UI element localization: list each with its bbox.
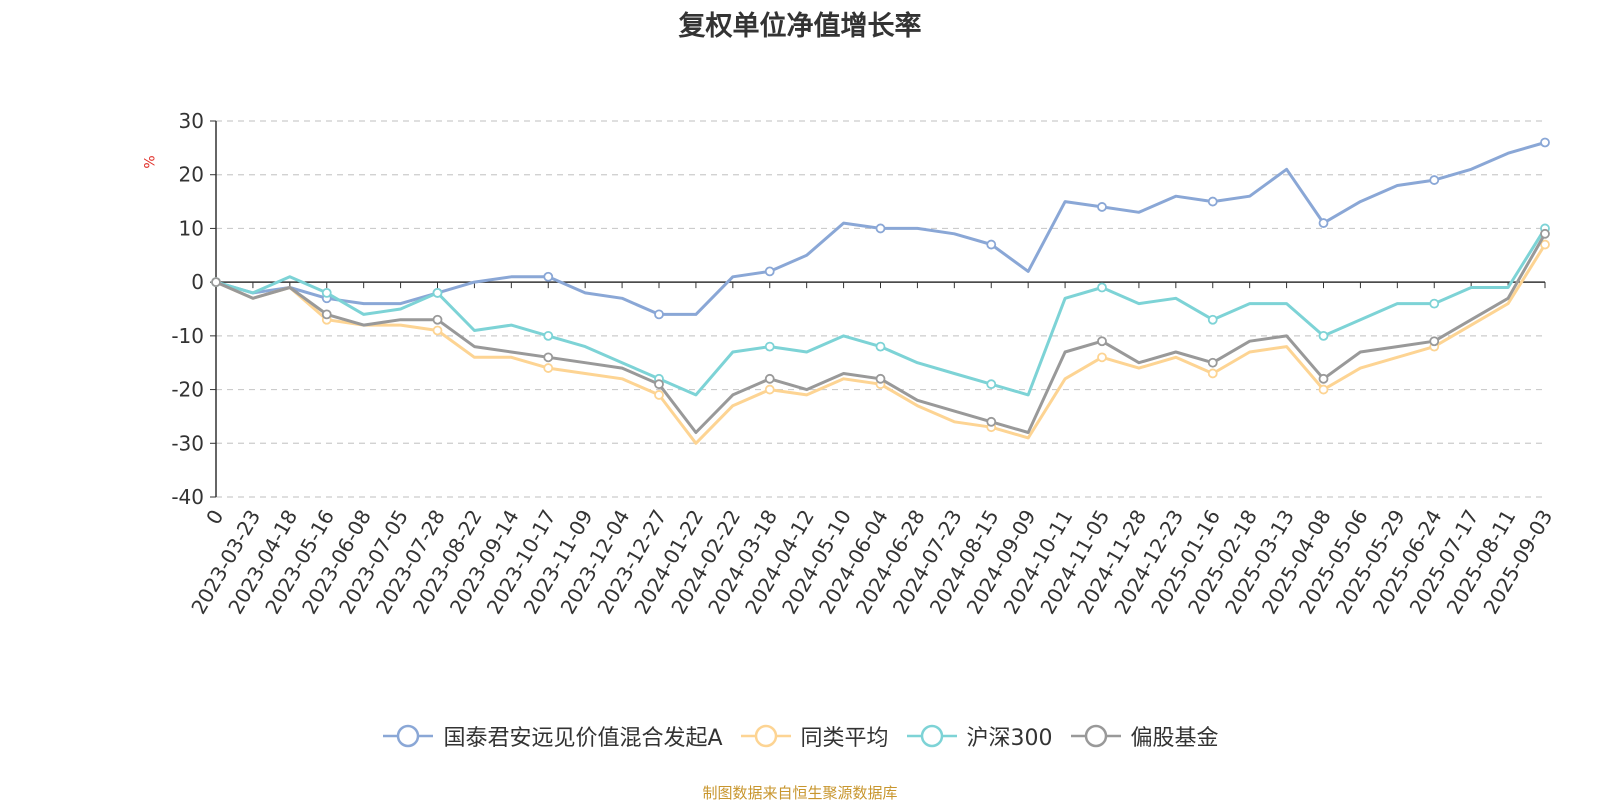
x-tick-label: 0 xyxy=(201,506,228,529)
grid-lines xyxy=(216,120,1545,498)
data-point xyxy=(1318,384,1329,395)
data-point xyxy=(1318,373,1329,384)
data-point xyxy=(543,363,554,373)
data-point xyxy=(1318,330,1329,341)
data-point xyxy=(1097,282,1107,293)
data-point xyxy=(321,309,332,320)
data-point xyxy=(432,314,443,325)
legend-label: 同类平均 xyxy=(800,726,889,751)
data-source-note: 制图数据来自恒生聚源数据库 xyxy=(702,784,898,802)
series-3 xyxy=(211,228,1550,434)
data-point xyxy=(764,341,775,352)
legend-line-circle-icon xyxy=(740,724,791,748)
legend-label: 国泰君安远见价值混合发起A xyxy=(443,726,723,751)
data-point xyxy=(543,330,554,341)
data-point xyxy=(1207,368,1218,379)
y-tick-label: -30 xyxy=(171,431,204,455)
data-point xyxy=(1429,336,1440,347)
y-tick-label: -40 xyxy=(171,485,204,509)
legend-item[interactable]: 国泰君安远见价值混合发起A xyxy=(381,720,723,752)
series-line xyxy=(215,233,1547,434)
data-point xyxy=(1540,228,1550,239)
series-lines xyxy=(211,137,1550,445)
legend-item[interactable]: 偏股基金 xyxy=(1069,720,1219,752)
data-point xyxy=(321,287,332,298)
data-point xyxy=(986,239,997,250)
data-point xyxy=(654,390,664,400)
data-point xyxy=(1429,175,1440,185)
data-point xyxy=(764,266,775,277)
data-point xyxy=(1097,352,1107,363)
legend-item[interactable]: 沪深300 xyxy=(905,720,1053,752)
data-point xyxy=(875,341,886,352)
axes: 3020100-10-20-30-4002023-03-232023-04-18… xyxy=(171,109,1557,618)
data-point xyxy=(1097,202,1107,212)
legend-line-circle-icon xyxy=(1070,724,1121,748)
legend-line-circle-icon xyxy=(906,724,957,748)
data-point xyxy=(654,379,664,390)
data-point xyxy=(1540,137,1550,148)
data-point xyxy=(543,352,554,363)
y-tick-label: 30 xyxy=(179,109,204,133)
data-point xyxy=(432,325,443,336)
data-point xyxy=(986,416,997,427)
legend: 国泰君安远见价值混合发起A 同类平均 沪深300 偏股基金 xyxy=(0,720,1600,752)
y-tick-label: 10 xyxy=(179,216,204,240)
legend-label: 偏股基金 xyxy=(1130,726,1219,751)
data-point xyxy=(1207,357,1218,368)
data-point xyxy=(764,373,775,384)
data-point xyxy=(654,309,664,320)
data-point xyxy=(1540,239,1550,250)
series-line xyxy=(215,227,1547,397)
data-point xyxy=(432,287,443,298)
y-tick-label: 0 xyxy=(191,270,204,294)
y-tick-label: 20 xyxy=(179,163,204,187)
data-point xyxy=(1207,196,1218,207)
data-point xyxy=(211,277,221,288)
y-tick-label: -20 xyxy=(171,378,204,402)
data-point xyxy=(875,373,886,384)
data-point xyxy=(986,379,997,390)
legend-item[interactable]: 同类平均 xyxy=(739,720,889,752)
series-0 xyxy=(211,137,1550,320)
data-point xyxy=(1429,298,1440,309)
legend-label: 沪深300 xyxy=(966,726,1053,751)
data-point xyxy=(875,223,886,234)
series-2 xyxy=(211,223,1550,397)
legend-line-circle-icon xyxy=(383,724,434,748)
data-point xyxy=(764,384,775,395)
data-point xyxy=(1318,218,1329,228)
line-chart: 3020100-10-20-30-4002023-03-232023-04-18… xyxy=(171,109,1557,618)
chart-title: 复权单位净值增长率 xyxy=(678,11,922,42)
y-tick-label: -10 xyxy=(171,324,204,348)
data-point xyxy=(1097,336,1107,347)
data-point xyxy=(1207,314,1218,325)
data-point xyxy=(543,271,554,282)
